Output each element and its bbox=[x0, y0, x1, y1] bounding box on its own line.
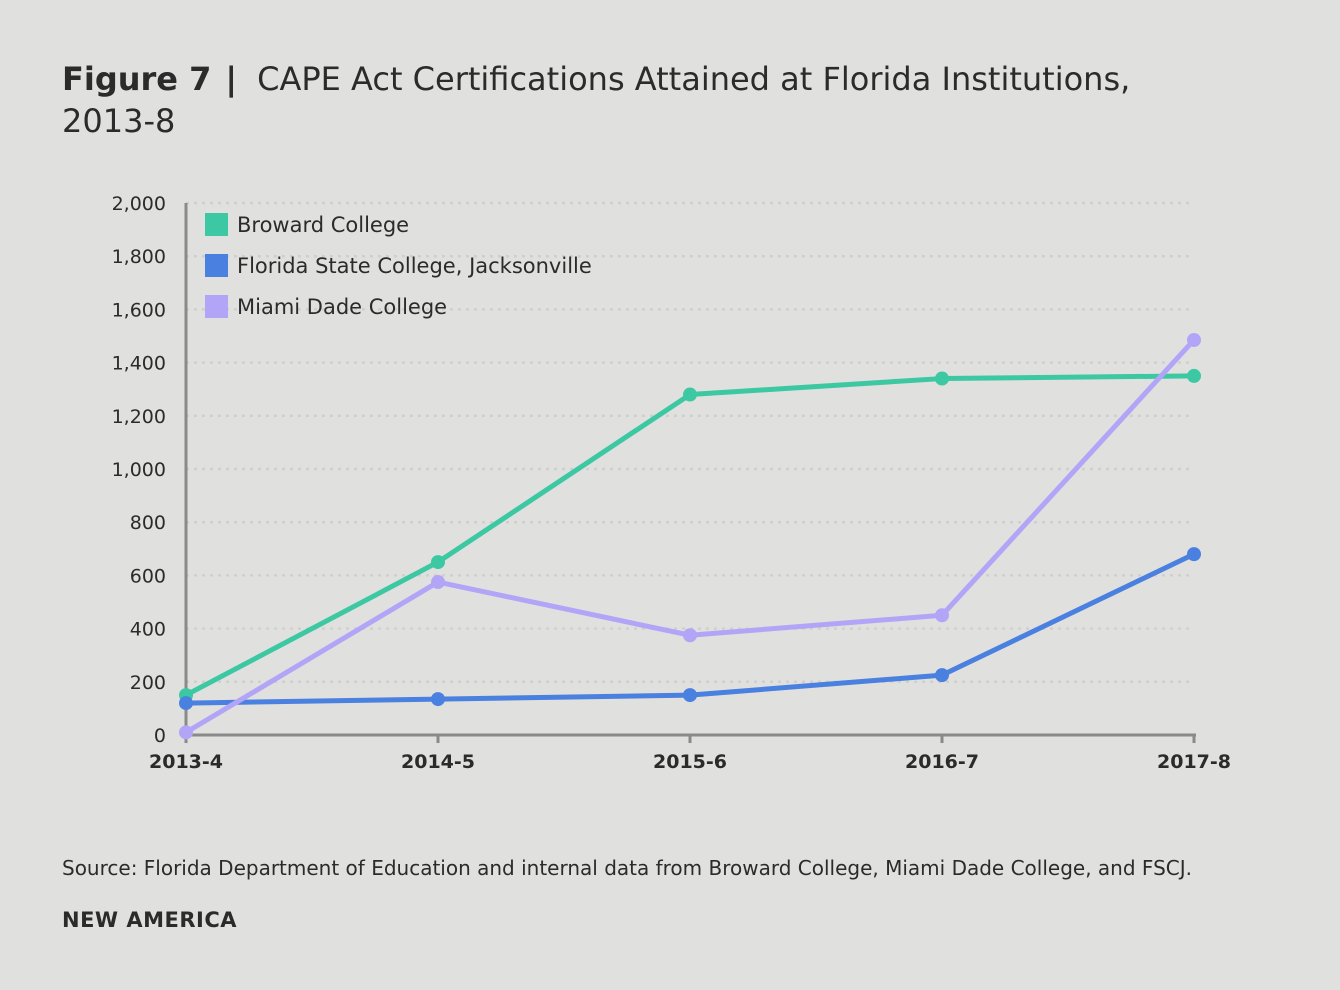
x-tick-label: 2013-4 bbox=[149, 751, 223, 773]
data-point bbox=[935, 608, 949, 623]
x-tick-label: 2017-8 bbox=[1157, 751, 1231, 773]
x-tick-label: 2016-7 bbox=[905, 751, 979, 773]
legend-label: Broward College bbox=[237, 213, 409, 237]
legend-swatch bbox=[205, 295, 228, 318]
data-point bbox=[935, 668, 949, 683]
x-tick-label: 2015-6 bbox=[653, 751, 727, 773]
data-point bbox=[683, 688, 697, 703]
data-point bbox=[1187, 332, 1201, 347]
data-point bbox=[179, 696, 193, 711]
y-tick-label: 1,000 bbox=[112, 459, 166, 481]
data-point bbox=[683, 387, 697, 402]
series-line bbox=[184, 373, 1195, 698]
data-point bbox=[431, 692, 445, 707]
title-separator: | bbox=[225, 60, 238, 98]
title-text: CAPE Act Certifications Attained at Flor… bbox=[62, 60, 1131, 140]
source-note: Source: Florida Department of Education … bbox=[62, 856, 1192, 880]
y-tick-label: 1,800 bbox=[112, 246, 166, 268]
data-point bbox=[1187, 368, 1201, 383]
chart-title: Figure 7 | CAPE Act Certifications Attaine… bbox=[62, 58, 1212, 142]
brand-logo: NEW AMERICA bbox=[62, 908, 238, 932]
y-tick-label: 2,000 bbox=[112, 193, 166, 215]
y-tick-label: 0 bbox=[154, 725, 166, 747]
y-tick-label: 400 bbox=[130, 619, 166, 641]
y-tick-label: 800 bbox=[130, 512, 166, 534]
y-tick-label: 1,600 bbox=[112, 299, 166, 321]
y-tick-label: 1,400 bbox=[112, 353, 166, 375]
legend-label: Florida State College, Jacksonville bbox=[237, 254, 592, 278]
data-point bbox=[431, 555, 445, 570]
y-tick-label: 600 bbox=[130, 565, 166, 587]
legend-swatch bbox=[205, 254, 228, 277]
y-tick-label: 1,200 bbox=[112, 406, 166, 428]
data-point bbox=[935, 371, 949, 386]
x-tick-label: 2014-5 bbox=[401, 751, 475, 773]
data-point bbox=[683, 628, 697, 643]
legend-label: Miami Dade College bbox=[237, 295, 447, 319]
data-point bbox=[431, 575, 445, 590]
legend-swatch bbox=[205, 213, 228, 236]
y-tick-label: 200 bbox=[130, 672, 166, 694]
figure-label: Figure 7 bbox=[62, 60, 212, 98]
data-point bbox=[179, 725, 193, 740]
data-point bbox=[1187, 547, 1201, 562]
